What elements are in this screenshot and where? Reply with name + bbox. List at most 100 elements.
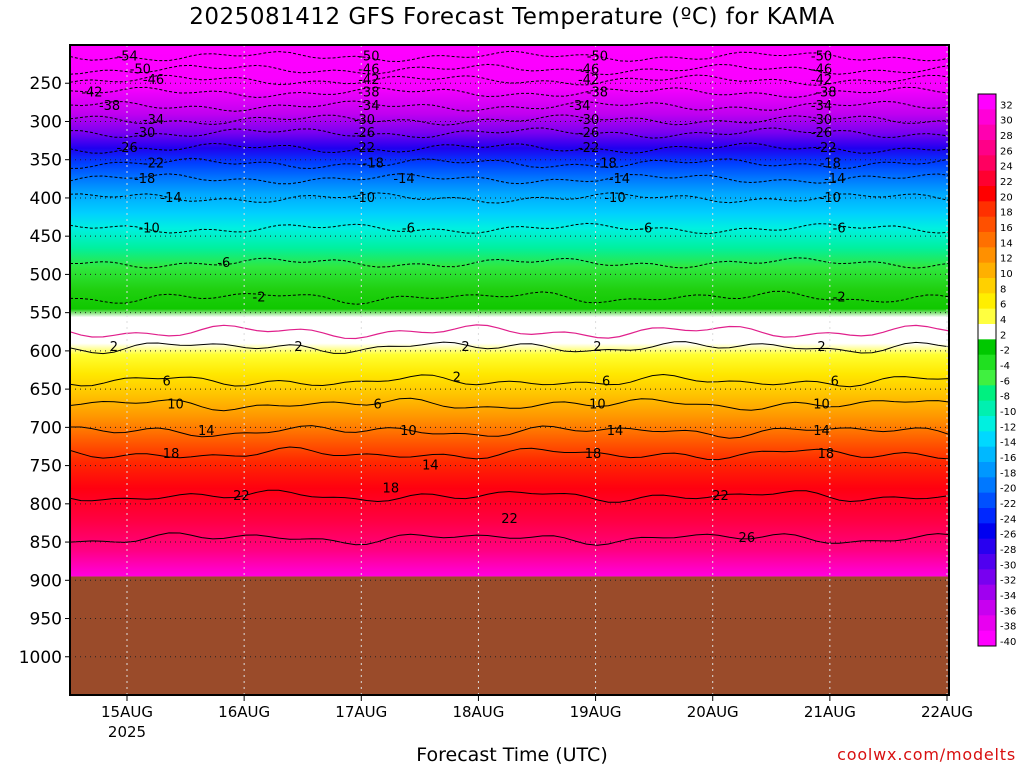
- colorbar-swatch: [978, 354, 996, 371]
- colorbar-frame: [977, 93, 997, 647]
- isotherm-line: [70, 50, 949, 63]
- colorbar-swatch: [978, 140, 996, 156]
- contour-label: -46: [578, 62, 599, 77]
- colorbar-label: -18: [1000, 468, 1016, 479]
- contour-label: -14: [609, 172, 630, 187]
- colorbar-swatch: [978, 492, 996, 509]
- contour-label: 2: [453, 371, 461, 386]
- contour-label: 2: [294, 340, 302, 355]
- contour-label: 22: [233, 489, 250, 504]
- colorbar-label: 24: [1000, 162, 1013, 173]
- colorbar-label: -4: [1000, 361, 1010, 372]
- x-tick-label: 20AUG: [687, 703, 739, 721]
- contour-label: 22: [501, 512, 518, 527]
- contour-label: 2: [110, 340, 118, 355]
- contour-label: -18: [363, 157, 384, 172]
- colorbar-label: 18: [1000, 208, 1013, 219]
- colorbar: 32 30 28 26 24 22 20 18 16 14 12 10 8 6 4 2 -2 -4 -6 -8 -10 -…: [977, 93, 1016, 648]
- contour-label: 6: [602, 374, 610, 389]
- contour-label: 14: [813, 424, 830, 439]
- colorbar-swatch: [978, 416, 996, 432]
- contour-label: -10: [138, 222, 159, 237]
- isotherm-line: [70, 397, 949, 412]
- x-axis-label: Forecast Time (UTC): [416, 744, 608, 766]
- freezing-line: [70, 324, 949, 340]
- contour-label: -6: [833, 222, 846, 237]
- x-tick-label: 15AUG: [101, 703, 153, 721]
- contour-label: -42: [81, 85, 102, 100]
- x-tick-label: 19AUG: [570, 703, 622, 721]
- isotherm-line: [70, 373, 949, 388]
- x-tick-label: 21AUG: [804, 703, 856, 721]
- isotherm-line: [70, 127, 949, 139]
- isotherm-line: [70, 173, 949, 185]
- contour-label: -26: [811, 126, 832, 141]
- y-tick-label: 600: [30, 342, 62, 362]
- colorbar-swatch: [978, 431, 996, 448]
- contour-label: -22: [578, 141, 599, 156]
- colorbar-label: 28: [1000, 131, 1013, 142]
- isotherm-line: [70, 192, 949, 204]
- isotherm-line: [70, 290, 949, 305]
- contour-label: -42: [358, 73, 379, 88]
- contour-label: -14: [160, 191, 181, 206]
- y-tick-label: 750: [30, 457, 62, 477]
- y-tick-label: 700: [30, 418, 62, 438]
- colorbar-label: -30: [1000, 560, 1016, 571]
- isotherm-line: [70, 86, 949, 99]
- contour-label: 14: [422, 459, 439, 474]
- colorbar-swatch: [978, 308, 996, 325]
- colorbar-label: 16: [1000, 223, 1013, 234]
- isotherm-line: [70, 74, 949, 86]
- contour-label: -14: [824, 172, 845, 187]
- contour-label: -22: [815, 141, 836, 156]
- colorbar-label: -10: [1000, 407, 1016, 418]
- contour-label: -26: [117, 141, 138, 156]
- contour-label: -26: [354, 126, 375, 141]
- colorbar-swatch: [978, 477, 996, 494]
- y-axis: 250 300 350 400 450 500 550 600 650 700 750 800 850 9…: [19, 74, 70, 668]
- isotherm-line: [70, 425, 949, 439]
- contour-label: -6: [217, 256, 230, 271]
- contour-label: 2: [593, 340, 601, 355]
- colorbar-label: 10: [1000, 269, 1013, 280]
- contour-label: 10: [167, 397, 184, 412]
- colorbar-label: -20: [1000, 484, 1016, 495]
- contour-label: -6: [402, 222, 415, 237]
- contour-label: -42: [578, 73, 599, 88]
- plot-area: -54-50-46-42-38-34-30-26-22-18-14-10-50-…: [70, 45, 949, 695]
- x-tick-label: 17AUG: [335, 703, 387, 721]
- y-tick-label: 350: [30, 151, 62, 171]
- x-tick-sublabel: 2025: [108, 723, 146, 741]
- plot-frame: [69, 44, 950, 696]
- y-tick-label: 800: [30, 495, 62, 515]
- y-tick-label: 450: [30, 227, 62, 247]
- colorbar-swatch: [978, 278, 996, 294]
- colorbar-swatch: [978, 216, 996, 233]
- terrain-block: [70, 576, 949, 695]
- contour-label: -10: [604, 191, 625, 206]
- y-tick-label: 250: [30, 74, 62, 94]
- contour-label: -2: [253, 290, 266, 305]
- colorbar-swatch: [978, 262, 996, 279]
- colorbar-label: -22: [1000, 499, 1016, 510]
- colorbar-label: 12: [1000, 254, 1013, 265]
- contour-label: -54: [117, 49, 138, 64]
- contour-label: -34: [811, 99, 832, 114]
- contour-label: -2: [833, 290, 846, 305]
- contour-label: 10: [589, 397, 606, 412]
- contour-label: -42: [811, 73, 832, 88]
- contour-label: -38: [358, 85, 379, 100]
- contour-label: 6: [374, 397, 382, 412]
- colorbar-swatch: [978, 554, 996, 570]
- contour-label: -50: [811, 49, 832, 64]
- colorbar-swatch: [978, 232, 996, 248]
- colorbar-label: -36: [1000, 606, 1016, 617]
- colorbar-label: 2: [1000, 330, 1006, 341]
- isotherm-line: [70, 222, 949, 235]
- contour-label: 18: [585, 447, 602, 462]
- contour-label: -34: [569, 99, 590, 114]
- colorbar-label: -32: [1000, 576, 1016, 587]
- colorbar-label: 14: [1000, 238, 1013, 249]
